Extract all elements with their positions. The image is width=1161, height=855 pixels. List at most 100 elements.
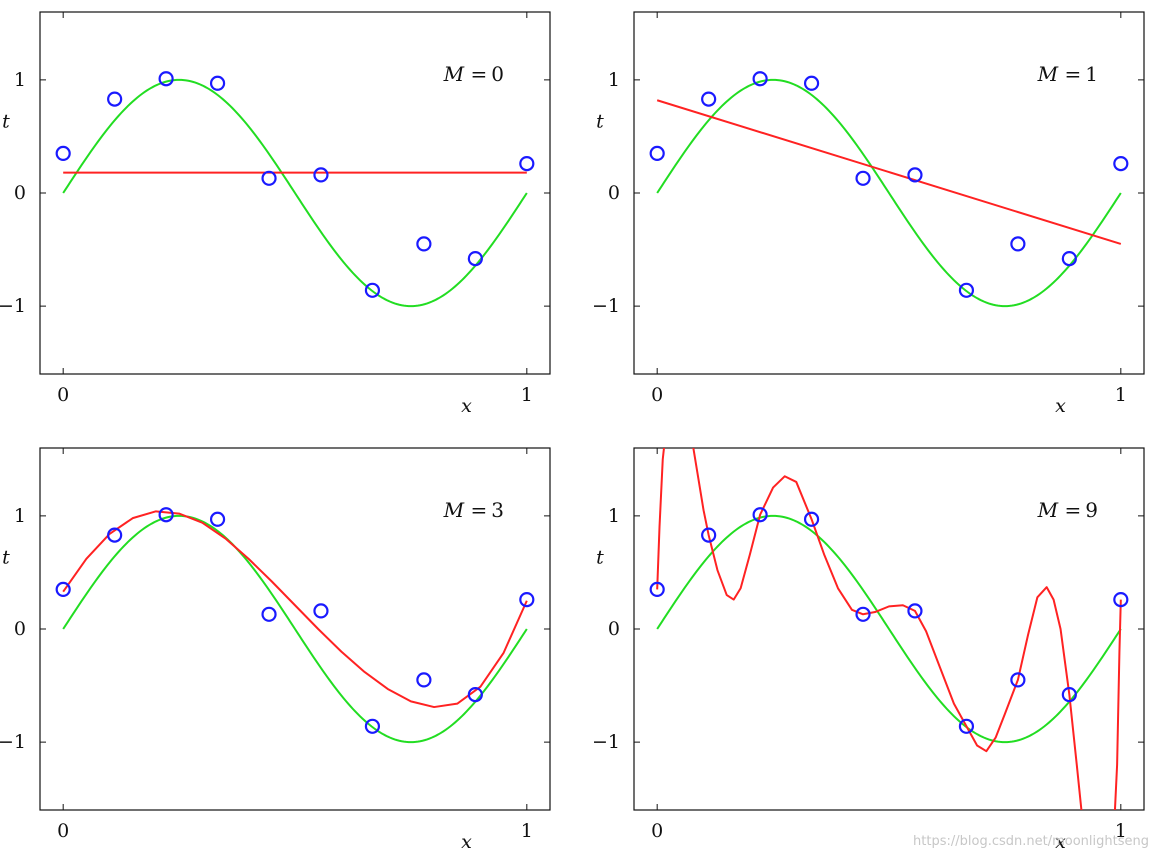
panel-1-data-point (1061, 251, 1077, 267)
panel-1-plot-area (656, 78, 1122, 308)
panel-3-data-point (1113, 591, 1129, 608)
panel-2-data-point (364, 718, 381, 734)
panel-0-ytick-label: −1 (0, 295, 26, 317)
panel-3-x-axis-label: x (1055, 831, 1066, 853)
panel-3-y-axis-label: t (596, 546, 604, 568)
panel-1-data-point (855, 170, 871, 186)
panel-0-data-point (158, 71, 174, 87)
panel-1-data-point (958, 282, 975, 298)
panel-0-data-point (261, 170, 277, 186)
panel-2: −1 0 1 0 1 x t M = 3 (0, 447, 551, 853)
panel-0-data-point (107, 91, 123, 107)
panel-3-annotation-eq: = (1065, 498, 1082, 522)
panel-2-annotation-val: 3 (491, 498, 504, 522)
panel-0-annotation-var: M (443, 62, 471, 86)
panel-2-data-point (107, 527, 123, 543)
panel-2-data-point (55, 581, 71, 598)
panel-1-data-point (649, 145, 665, 162)
panel-3: −1 0 1 0 1 x t M = 9 (592, 447, 1145, 853)
panel-2-xtick-label: 1 (521, 820, 533, 842)
panel-3-data-point (803, 511, 820, 527)
panel-0-x-axis-label: x (461, 395, 472, 417)
panel-2-ytick-label: −1 (0, 731, 26, 753)
panel-0-data-point (519, 155, 535, 172)
panel-0-data-point (313, 167, 329, 183)
panel-0-data-point (55, 145, 71, 162)
panel-1-ytick-label: −1 (592, 295, 620, 317)
panel-3-xtick-label: 1 (1115, 820, 1127, 842)
panel-3-data-point (958, 718, 975, 734)
panel-1-data-point (701, 91, 717, 107)
panel-1-y-axis-label: t (596, 110, 604, 132)
panel-0-y-axis-label: t (2, 110, 10, 132)
panel-2-x-axis-label: x (461, 831, 472, 853)
panel-0-plot-area (62, 78, 528, 308)
panel-1-data-point (1010, 236, 1026, 252)
panel-2-y-axis-label: t (2, 546, 10, 568)
panel-2-fit-curve (62, 510, 528, 709)
panel-3-annotation-var: M (1037, 498, 1065, 522)
panel-0-data-point (467, 251, 483, 267)
panel-0-truth-curve (62, 78, 528, 308)
panel-2-data-point (209, 511, 226, 527)
panel-1-x-axis-label: x (1055, 395, 1066, 417)
panel-1-xtick-label: 1 (1115, 384, 1127, 406)
panel-1-annotation-eq: = (1065, 62, 1082, 86)
panel-1-annotation-val: 1 (1085, 62, 1098, 86)
panel-2-xtick-label: 0 (57, 820, 69, 842)
panel-1-ytick-label: 1 (608, 69, 620, 91)
panel-3-ytick-label: 1 (608, 505, 620, 527)
panel-0-xtick-label: 1 (521, 384, 533, 406)
panel-3-ytick-label: −1 (592, 731, 620, 753)
panel-2-annotation-var: M (443, 498, 471, 522)
panel-0-ytick-label: 0 (14, 182, 26, 204)
panel-3-data-point (1010, 672, 1026, 688)
panel-1-data-point (803, 75, 820, 91)
panel-1-data-point (752, 71, 768, 87)
panel-2-plot-area (62, 510, 528, 744)
panel-0-annotation-eq: = (471, 62, 488, 86)
panel-3-annotation: M = 9 (1037, 498, 1098, 522)
panel-1-xtick-label: 0 (651, 384, 663, 406)
panel-3-annotation-val: 9 (1085, 498, 1098, 522)
panel-3-data-point (752, 507, 768, 523)
panel-1-data-point (1113, 155, 1129, 172)
panel-3-plot-area (656, 448, 1122, 810)
panel-3-data-point (701, 527, 717, 543)
panel-0-data-point (209, 75, 226, 91)
panel-1-annotation: M = 1 (1037, 62, 1098, 86)
panel-1-annotation-var: M (1037, 62, 1065, 86)
panel-3-ytick-label: 0 (608, 618, 620, 640)
panel-3-data-point (907, 603, 923, 619)
panel-1-truth-curve (656, 78, 1122, 308)
panel-2-data-point (519, 591, 535, 608)
panel-0-annotation-val: 0 (491, 62, 504, 86)
panel-3-truth-curve (656, 514, 1122, 744)
panel-3-data-point (855, 606, 871, 622)
panel-0-xtick-label: 0 (57, 384, 69, 406)
panel-2-data-point (416, 672, 432, 688)
panel-2-ytick-label: 1 (14, 505, 26, 527)
panel-2-data-point (158, 507, 174, 523)
panel-2-ytick-label: 0 (14, 618, 26, 640)
panel-2-data-point (467, 687, 483, 703)
panel-2-annotation-eq: = (471, 498, 488, 522)
watermark-text: https://blog.csdn.net/moonlightseng (913, 834, 1149, 849)
panel-1-data-point (907, 167, 923, 183)
panel-0-data-point (364, 282, 381, 298)
panel-1-fit-curve (656, 99, 1122, 245)
panel-1-ytick-label: 0 (608, 182, 620, 204)
panel-3-xtick-label: 0 (651, 820, 663, 842)
panel-2-data-point (261, 606, 277, 622)
panel-2-truth-curve (62, 514, 528, 744)
panel-0-data-point (416, 236, 432, 252)
panel-0-annotation: M = 0 (443, 62, 504, 86)
panel-3-data-point (649, 581, 665, 598)
panel-0-ytick-label: 1 (14, 69, 26, 91)
panel-2-annotation: M = 3 (443, 498, 504, 522)
panel-3-data-point (1061, 687, 1077, 703)
panel-2-data-point (313, 603, 329, 619)
